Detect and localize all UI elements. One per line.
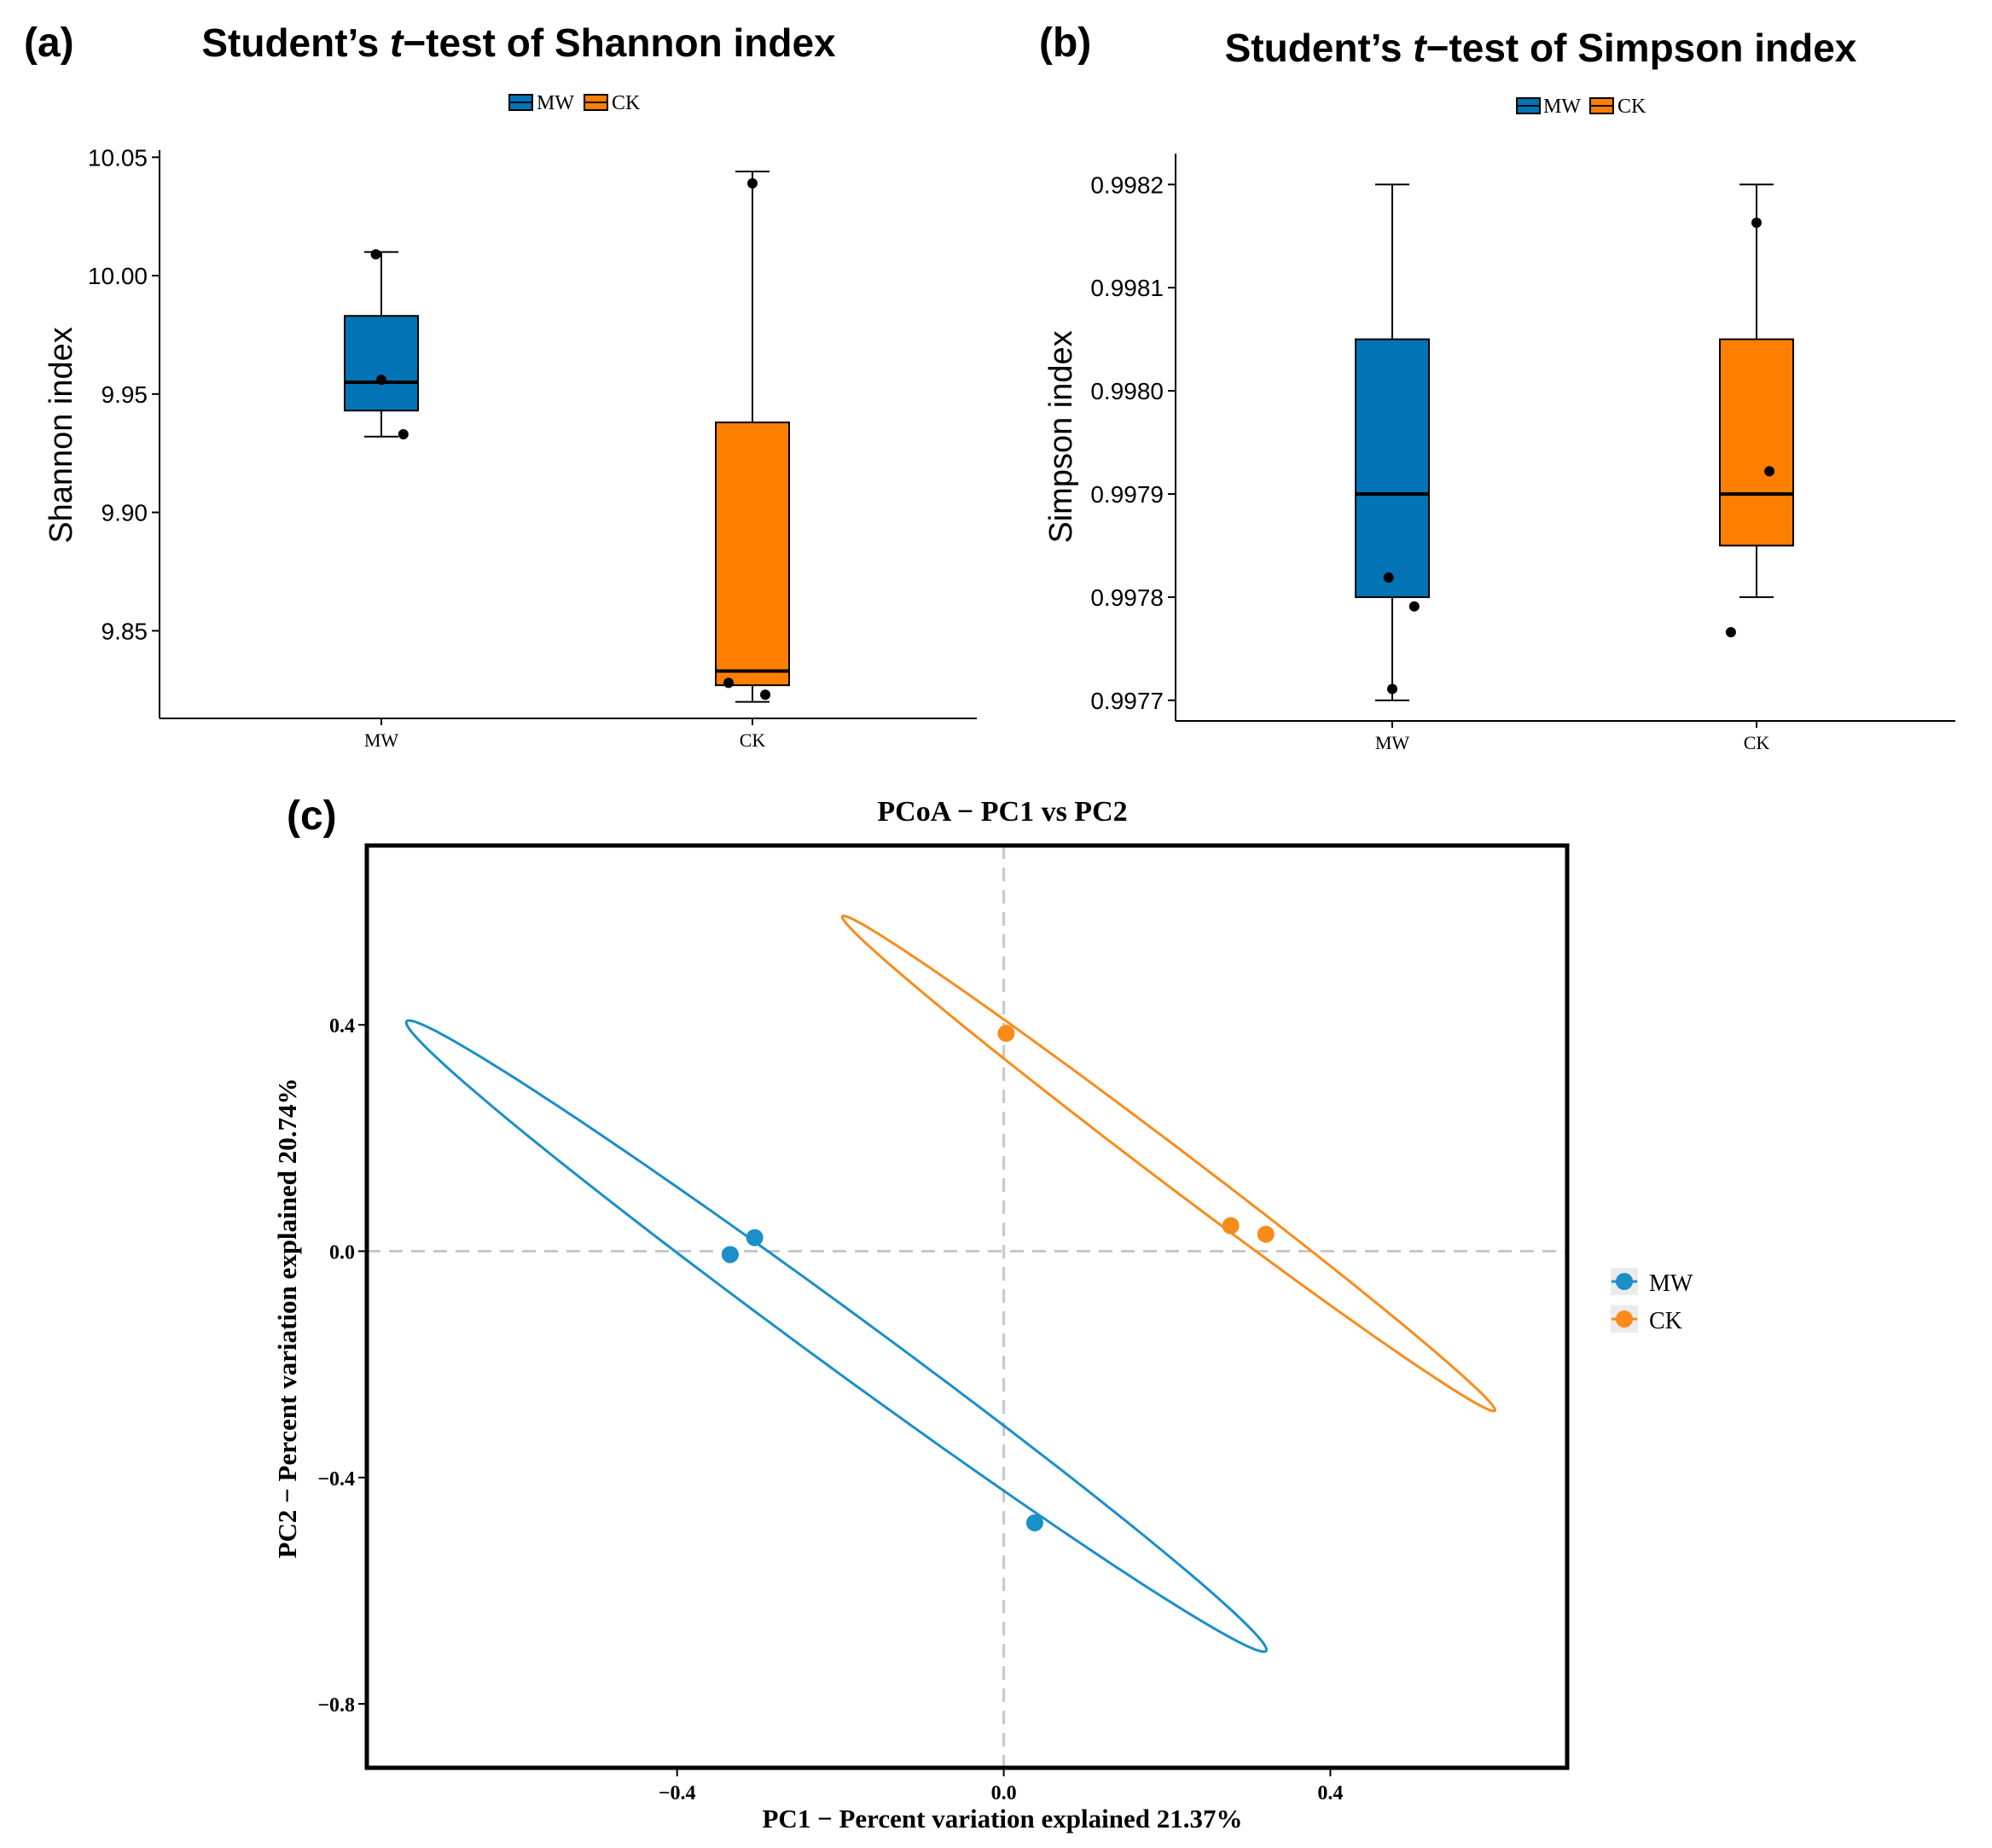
b-y-tick-label: 0.9977 xyxy=(1090,688,1164,714)
panel-c-title: PCoA − PC1 vs PC2 xyxy=(877,796,1127,828)
panel-c-x-tick-label: −0.4 xyxy=(659,1782,696,1804)
panel-c-legend-ck-key-dot xyxy=(1616,1310,1633,1328)
a-x-tick-label-mw: MW xyxy=(364,729,399,751)
panel-a-x-ticks: MW CK xyxy=(364,718,766,751)
panel-c-legend-mw-key-dot xyxy=(1616,1273,1633,1290)
panel-b-x-ticks: MW CK xyxy=(1375,721,1770,753)
b-y-tick-label: 0.9978 xyxy=(1090,584,1164,611)
panel-b-legend: MW CK xyxy=(1516,96,1646,118)
panel-b-points xyxy=(1383,218,1775,694)
panel-c-ellipses xyxy=(404,914,1496,1653)
panel-c-legend-ck-label: CK xyxy=(1649,1308,1682,1334)
a-y-tick-label: 9.90 xyxy=(102,500,148,526)
panel-c-label: (c) xyxy=(287,793,337,839)
panel-b-boxes xyxy=(1355,183,1794,701)
b-x-tick-label-mw: MW xyxy=(1375,732,1410,753)
b-ck-box xyxy=(1719,338,1794,547)
panel-a-title: Student’s t−test of Shannon index xyxy=(201,20,836,65)
b-y-tick-label: 0.9980 xyxy=(1090,378,1164,404)
panel-a-boxes xyxy=(344,170,790,703)
panel-a-y-ticks: 9.85 9.90 9.95 10.00 10.05 xyxy=(88,144,160,644)
panel-b-legend-mw-label: MW xyxy=(1543,96,1581,118)
panel-c-y-ticks: −0.8 −0.4 0.0 0.4 xyxy=(317,1015,367,1717)
panel-c-ck-confidence-ellipse xyxy=(840,914,1496,1413)
b-ck-data-point xyxy=(1751,218,1762,229)
panel-a-legend-mw-key xyxy=(508,94,533,111)
panel-a-legend-ck-label: CK xyxy=(612,92,641,114)
panel-b-legend-mw-key xyxy=(1516,97,1541,114)
b-ck-data-point xyxy=(1725,627,1736,638)
a-y-tick-label: 10.00 xyxy=(88,263,148,289)
a-mw-data-point xyxy=(398,429,409,439)
panel-c-ck-sample-point xyxy=(1257,1225,1275,1243)
panel-c-y-tick-label: −0.4 xyxy=(317,1468,355,1491)
panel-a-y-axis-title: Shannon index xyxy=(44,327,79,543)
panel-b-legend-ck-key xyxy=(1589,97,1614,114)
a-ck-box xyxy=(715,421,790,687)
panel-c-legend-mw-label: MW xyxy=(1649,1270,1693,1297)
panel-b-y-axis-title: Simpson index xyxy=(1043,330,1079,543)
b-mw-data-point xyxy=(1383,572,1394,583)
panel-c-x-tick-label: 0.0 xyxy=(991,1782,1017,1804)
panel-a-legend-ck-key xyxy=(584,94,608,111)
a-mw-data-point xyxy=(376,375,386,386)
panel-b-label: (b) xyxy=(1039,20,1091,66)
panel-a-legend: MW CK xyxy=(508,92,641,114)
panel-c-x-ticks: −0.4 0.0 0.4 xyxy=(659,1768,1343,1804)
panel-c-mw-sample-point xyxy=(721,1246,739,1264)
panel-c-legend: MW CK xyxy=(1611,1268,1693,1334)
b-x-tick-label-ck: CK xyxy=(1744,732,1770,753)
panel-c-pcoa-scatter: (c) PCoA − PC1 vs PC2 −0.8 −0.4 0.0 0.4 −0.… xyxy=(272,793,1693,1833)
panel-c-y-tick-label: 0.4 xyxy=(329,1015,355,1037)
b-y-tick-label: 0.9979 xyxy=(1090,481,1164,508)
panel-c-y-tick-label: −0.8 xyxy=(317,1694,355,1717)
panel-a-legend-mw-label: MW xyxy=(537,92,574,114)
b-y-tick-label: 0.9982 xyxy=(1090,171,1164,198)
panel-c-mw-confidence-ellipse xyxy=(404,1019,1269,1653)
panel-c-reference-lines xyxy=(367,846,1567,1768)
panel-b-simpson-boxplot: (b) Student’s t−test of Simpson index MW… xyxy=(1039,20,1955,753)
a-mw-box xyxy=(344,315,419,412)
b-mw-data-point xyxy=(1408,601,1420,612)
a-y-tick-label: 9.85 xyxy=(102,618,148,644)
panel-c-x-axis-title: PC1 − Percent variation explained 21.37% xyxy=(763,1804,1243,1833)
panel-a-points xyxy=(370,177,771,700)
panel-c-ck-sample-point xyxy=(1222,1217,1240,1235)
a-mw-data-point xyxy=(370,249,381,260)
panel-c-mw-sample-point xyxy=(746,1229,764,1247)
a-x-tick-label-ck: CK xyxy=(740,729,766,751)
panel-a-label: (a) xyxy=(24,20,74,66)
panel-c-points xyxy=(721,1025,1275,1531)
a-y-tick-label: 9.95 xyxy=(102,381,148,408)
panel-c-mw-sample-point xyxy=(1025,1514,1043,1531)
b-ck-data-point xyxy=(1764,466,1775,477)
a-y-tick-label: 10.05 xyxy=(88,144,148,171)
b-y-tick-label: 0.9981 xyxy=(1090,275,1164,301)
panel-c-x-tick-label: 0.4 xyxy=(1317,1782,1343,1804)
panel-a-shannon-boxplot: (a) Student’s t−test of Shannon index MW… xyxy=(24,20,977,751)
a-ck-data-point xyxy=(747,177,758,189)
panel-b-legend-ck-label: CK xyxy=(1617,96,1646,118)
b-mw-data-point xyxy=(1387,683,1397,694)
panel-b-y-ticks: 0.9977 0.9978 0.9979 0.9980 0.9981 0.9982 xyxy=(1090,171,1176,714)
panel-c-y-tick-label: 0.0 xyxy=(329,1242,355,1264)
b-mw-box xyxy=(1355,338,1430,598)
a-ck-data-point xyxy=(723,677,735,689)
panel-c-y-axis-title: PC2 − Percent variation explained 20.74% xyxy=(272,1078,302,1559)
panel-b-title: Student’s t−test of Simpson index xyxy=(1225,26,1857,70)
panel-c-ck-sample-point xyxy=(997,1025,1015,1043)
panel-c-plot-frame xyxy=(364,843,1570,1770)
a-ck-data-point xyxy=(760,689,771,700)
